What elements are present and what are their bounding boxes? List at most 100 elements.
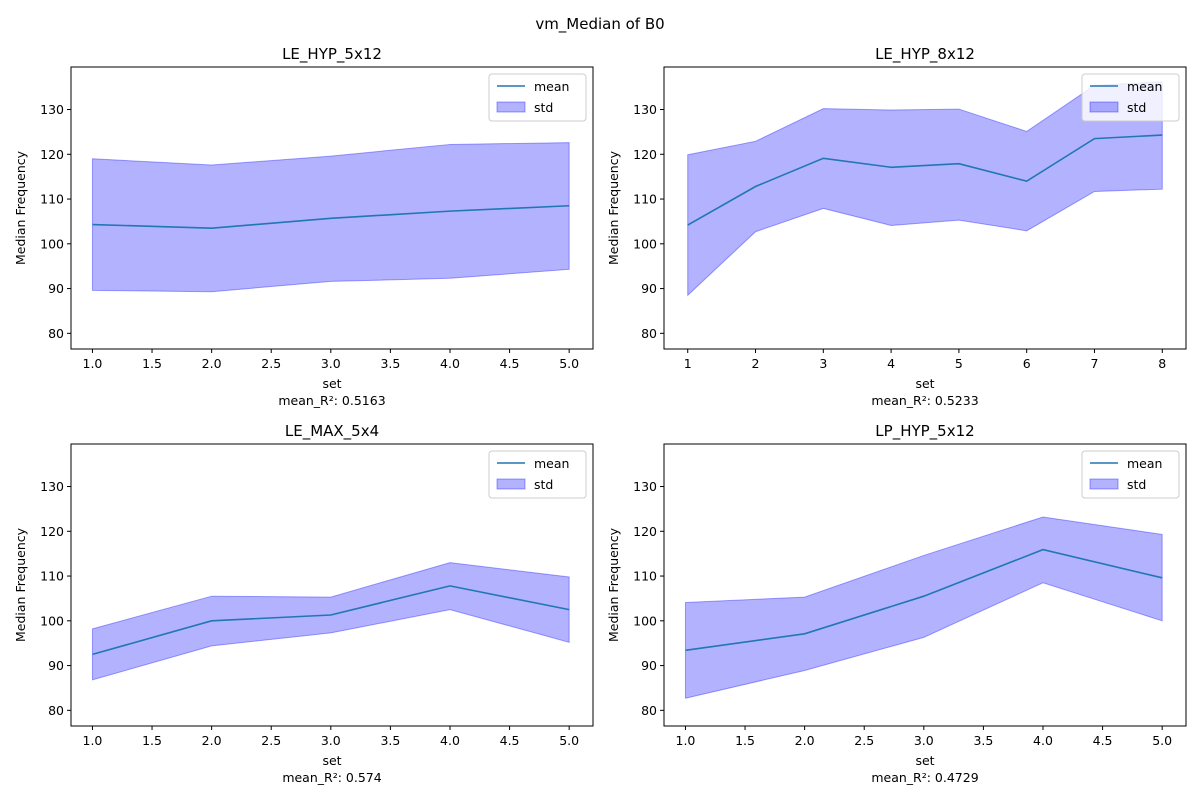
plot-frame	[663, 443, 1187, 727]
r2-caption: mean_R²: 0.574	[282, 770, 381, 785]
y-tick-label: 130	[633, 479, 657, 494]
x-tick-label: 4.5	[1093, 733, 1113, 748]
x-axis-label: set	[322, 376, 341, 391]
x-tick-label: 4.0	[440, 356, 460, 371]
subplot-title: LE_MAX_5x4	[285, 422, 379, 441]
legend-std-label: std	[1127, 477, 1146, 492]
x-tick-label: 8	[1158, 356, 1166, 371]
x-tick-label: 4.5	[500, 733, 520, 748]
std-band	[91, 142, 570, 293]
x-tick-label: 1.5	[142, 733, 162, 748]
legend-mean-label: mean	[1127, 456, 1162, 471]
y-tick-label: 110	[40, 192, 64, 207]
x-tick-label: 1.5	[142, 356, 162, 371]
y-tick-label: 90	[48, 658, 64, 673]
legend-mean-label: mean	[1127, 79, 1162, 94]
x-tick-label: 7	[1091, 356, 1099, 371]
y-axis-label: Median Frequency	[13, 150, 28, 265]
y-axis-label: Median Frequency	[606, 527, 621, 642]
y-tick-label: 80	[641, 703, 657, 718]
mean-line	[687, 134, 1163, 226]
x-tick-label: 5.0	[559, 733, 579, 748]
mean-line	[92, 204, 570, 229]
y-tick-label: 100	[40, 613, 64, 628]
subplot-3: 1.0 1.5 2.0 2.5 3.0 3.5 4.0 4.5 5.0 80 90 100 110 120…	[13, 422, 594, 785]
y-tick-label: 120	[633, 524, 657, 539]
legend-std-label: std	[1127, 100, 1146, 115]
legend-std-label: std	[534, 477, 553, 492]
legend-std-swatch	[1089, 478, 1119, 490]
subplot-1: 1.0 1.5 2.0 2.5 3.0 3.5 4.0 4.5 5.0 80 90 100 110 120…	[13, 45, 594, 408]
y-tick-label: 120	[40, 147, 64, 162]
y-tick-label: 100	[633, 613, 657, 628]
y-tick-label: 100	[40, 236, 64, 251]
x-tick-label: 3.5	[973, 733, 993, 748]
x-tick-label: 3.5	[380, 356, 400, 371]
x-tick-label: 2.0	[202, 733, 222, 748]
legend-std-label: std	[534, 100, 553, 115]
x-tick-label: 2.0	[202, 356, 222, 371]
x-tick-label: 4.0	[440, 733, 460, 748]
r2-caption: mean_R²: 0.5233	[871, 393, 978, 408]
x-tick-label: 1	[684, 356, 692, 371]
plot-frame	[70, 443, 594, 727]
x-tick-label: 3.0	[321, 733, 341, 748]
x-tick-label: 1.0	[83, 733, 103, 748]
x-tick-label: 6	[1023, 356, 1031, 371]
subplot-title: LE_HYP_5x12	[282, 45, 382, 64]
y-axis-label: Median Frequency	[13, 527, 28, 642]
y-tick-label: 120	[40, 524, 64, 539]
legend-std-swatch	[1089, 101, 1119, 113]
subplot-title: LE_HYP_8x12	[875, 45, 975, 64]
x-tick-label: 4.0	[1033, 733, 1053, 748]
std-band	[91, 562, 570, 681]
y-tick-label: 110	[40, 569, 64, 584]
y-tick-label: 130	[633, 102, 657, 117]
x-tick-label: 2.0	[795, 733, 815, 748]
x-tick-label: 4	[887, 356, 895, 371]
x-tick-label: 4.5	[500, 356, 520, 371]
std-band	[684, 516, 1163, 699]
x-tick-label: 5	[955, 356, 963, 371]
x-tick-label: 1.0	[676, 733, 696, 748]
y-tick-label: 90	[641, 281, 657, 296]
y-tick-label: 90	[641, 658, 657, 673]
y-tick-label: 80	[641, 326, 657, 341]
r2-caption: mean_R²: 0.5163	[278, 393, 385, 408]
y-tick-label: 80	[48, 703, 64, 718]
plot-frame	[70, 66, 594, 350]
y-tick-label: 90	[48, 281, 64, 296]
mean-line	[685, 548, 1163, 652]
x-tick-label: 2.5	[261, 733, 281, 748]
legend-mean-label: mean	[534, 456, 569, 471]
x-tick-label: 2	[752, 356, 760, 371]
legend-mean-label: mean	[534, 79, 569, 94]
x-tick-label: 5.0	[559, 356, 579, 371]
x-axis-label: set	[322, 753, 341, 768]
y-tick-label: 110	[633, 192, 657, 207]
x-tick-label: 2.5	[854, 733, 874, 748]
subplot-title: LP_HYP_5x12	[875, 422, 974, 441]
subplot-4: 1.0 1.5 2.0 2.5 3.0 3.5 4.0 4.5 5.0 80 90 100 110 120…	[606, 422, 1187, 785]
std-band	[687, 81, 1163, 297]
x-tick-label: 3.0	[914, 733, 934, 748]
x-tick-label: 5.0	[1152, 733, 1172, 748]
y-tick-label: 80	[48, 326, 64, 341]
x-tick-label: 3.5	[380, 733, 400, 748]
mean-line	[92, 585, 570, 656]
figure-suptitle: vm_Median of B0	[535, 15, 664, 34]
y-tick-label: 120	[633, 147, 657, 162]
y-tick-label: 100	[633, 236, 657, 251]
x-tick-label: 1.5	[735, 733, 755, 748]
x-tick-label: 2.5	[261, 356, 281, 371]
legend-std-swatch	[496, 478, 526, 490]
x-axis-label: set	[915, 753, 934, 768]
y-tick-label: 130	[40, 102, 64, 117]
x-tick-label: 3	[819, 356, 827, 371]
x-tick-label: 1.0	[83, 356, 103, 371]
plot-frame	[663, 66, 1187, 350]
y-tick-label: 110	[633, 569, 657, 584]
y-tick-label: 130	[40, 479, 64, 494]
